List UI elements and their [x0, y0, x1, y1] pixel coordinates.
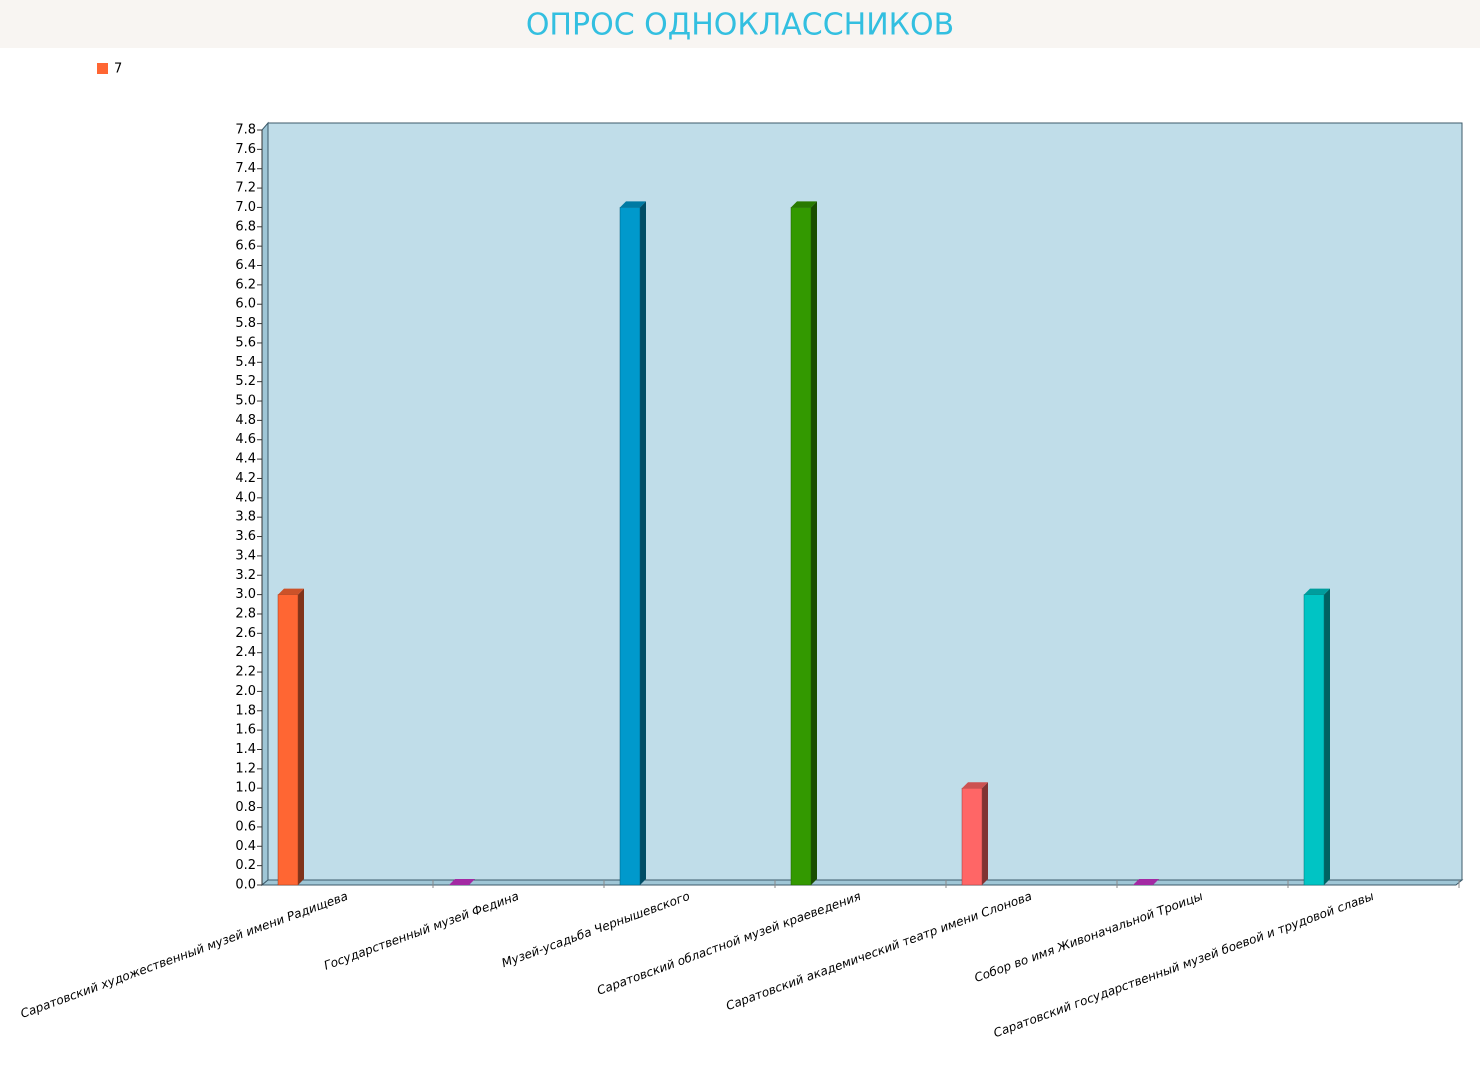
x-tick-label: Саратовский государственный музей боевой… [992, 889, 1376, 1040]
y-tick-label: 5.4 [235, 355, 256, 370]
bar-top [620, 201, 646, 208]
y-tick-label: 5.0 [235, 394, 256, 409]
y-tick-label: 3.2 [235, 568, 256, 583]
y-tick-label: 1.0 [235, 781, 256, 796]
y-tick-label: 5.6 [235, 335, 256, 350]
x-tick-label: Музей-усадьба Чернышевского [500, 889, 692, 970]
y-tick-label: 2.4 [235, 645, 256, 660]
y-tick-label: 7.8 [235, 123, 256, 138]
bar-side [982, 782, 988, 885]
y-tick-label: 2.2 [235, 665, 256, 680]
y-tick-label: 0.4 [235, 839, 256, 854]
bar-top [449, 879, 475, 885]
y-tick-label: 2.0 [235, 684, 256, 699]
bar-side [811, 201, 817, 885]
bar-top [1133, 879, 1159, 885]
y-tick-label: 7.6 [235, 142, 256, 157]
y-tick-label: 2.8 [235, 606, 256, 621]
y-tick-label: 7.0 [235, 200, 256, 215]
y-tick-label: 5.2 [235, 374, 256, 389]
y-tick-label: 6.8 [235, 219, 256, 234]
y-tick-label: 6.4 [235, 258, 256, 273]
bar-top [278, 588, 304, 595]
y-tick-label: 3.6 [235, 529, 256, 544]
bar [790, 207, 812, 886]
y-tick-label: 6.2 [235, 277, 256, 292]
bar-side [640, 201, 646, 885]
y-tick-label: 1.6 [235, 723, 256, 738]
bar [961, 787, 983, 886]
x-tick-label: Государственный музей Федина [322, 889, 521, 973]
bar-top [791, 201, 817, 208]
y-tick-label: 0.2 [235, 858, 256, 873]
y-tick-label: 4.6 [235, 432, 256, 447]
y-tick-label: 4.4 [235, 452, 256, 467]
plot-area [267, 122, 1463, 881]
y-tick-label: 4.0 [235, 490, 256, 505]
y-tick-label: 6.0 [235, 297, 256, 312]
bar-side [1324, 588, 1330, 885]
side-wall [261, 121, 269, 887]
bar-side [298, 588, 304, 885]
chart-title: ОПРОС ОДНОКЛАССНИКОВ [526, 8, 954, 43]
y-tick-label: 3.0 [235, 587, 256, 602]
x-tick-label: Саратовский художественный музей имени Р… [19, 889, 350, 1021]
y-tick-label: 0.0 [235, 878, 256, 893]
floor [260, 879, 1464, 886]
y-tick-label: 1.8 [235, 703, 256, 718]
y-tick-label: 7.4 [235, 161, 256, 176]
bar-top [962, 782, 988, 789]
y-tick-label: 2.6 [235, 626, 256, 641]
y-tick-label: 1.4 [235, 742, 256, 757]
y-tick-label: 0.6 [235, 819, 256, 834]
y-tick-label: 0.8 [235, 800, 256, 815]
x-tick-label: Саратовский академический театр имени Сл… [724, 889, 1034, 1013]
bar [619, 207, 641, 886]
y-tick-label: 1.2 [235, 761, 256, 776]
title-bar [0, 0, 1480, 48]
y-tick-label: 5.8 [235, 316, 256, 331]
legend-swatch [97, 63, 108, 74]
y-tick-label: 4.2 [235, 471, 256, 486]
bar [277, 594, 299, 886]
y-tick-label: 3.4 [235, 548, 256, 563]
legend-label: 7 [114, 62, 122, 77]
bar-top [1304, 588, 1330, 595]
y-tick-label: 6.6 [235, 239, 256, 254]
y-tick-label: 3.8 [235, 510, 256, 525]
x-tick-label: Саратовский областной музей краеведения [595, 889, 863, 998]
bar [1303, 594, 1325, 886]
y-tick-label: 4.8 [235, 413, 256, 428]
y-tick-label: 7.2 [235, 181, 256, 196]
